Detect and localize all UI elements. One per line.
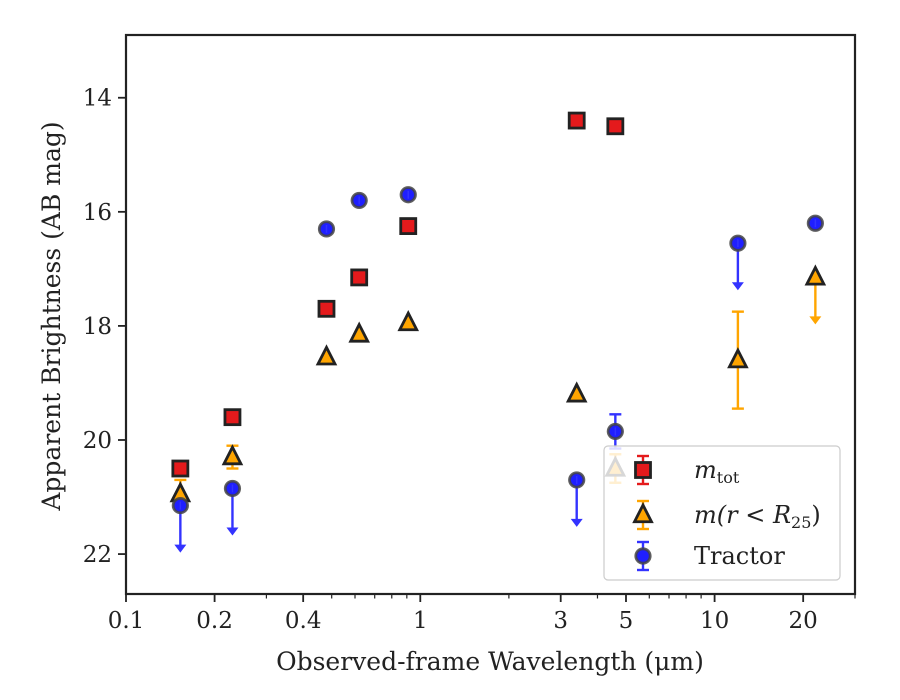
triangle-marker (804, 264, 827, 286)
legend-label-subscript: 25 (791, 513, 811, 532)
y-tick-label: 20 (83, 428, 112, 454)
x-tick-label: 3 (553, 608, 568, 634)
x-tick-label: 0.2 (196, 608, 233, 634)
legend-circle-marker (634, 547, 652, 565)
triangle-marker (727, 347, 749, 369)
legend-label-subscript: tot (717, 468, 740, 487)
legend-label-triangle: m(r < R25) (694, 501, 821, 532)
x-tick-label: 0.1 (108, 608, 145, 634)
legend-label-end: ) (811, 501, 820, 529)
square-marker (350, 268, 369, 287)
plot-area (124, 33, 857, 596)
square-marker (317, 299, 336, 318)
series-square (171, 111, 625, 478)
series-circle (171, 186, 824, 553)
y-axis-label: Apparent Brightness (AB mag) (37, 121, 66, 511)
legend-triangle-marker (632, 502, 654, 524)
x-tick-label: 10 (700, 608, 729, 634)
x-tick-label: 0.4 (285, 608, 322, 634)
plot-frame (124, 33, 857, 596)
y-tick-label: 18 (83, 314, 112, 340)
square-marker (567, 111, 586, 130)
y-tick-label: 16 (83, 200, 112, 226)
legend-label-square: mtot (694, 456, 740, 487)
legend-label-main: m (694, 456, 717, 484)
upper-limit-head (226, 527, 239, 536)
y-tick-label: 14 (83, 86, 112, 112)
legend-label-main: m(r < R (694, 501, 791, 529)
square-marker (223, 408, 242, 427)
upper-limit-head (731, 282, 744, 291)
triangle-marker (315, 344, 338, 366)
square-marker (171, 459, 190, 478)
legend-square-marker (634, 461, 652, 479)
triangle-marker (348, 321, 370, 343)
triangle-marker (565, 381, 588, 403)
triangle-marker (397, 310, 420, 332)
y-tick-label: 22 (83, 542, 112, 568)
upper-limit-head (570, 518, 583, 527)
square-marker (399, 217, 418, 235)
data-marks (169, 111, 827, 553)
triangle-marker (221, 444, 244, 466)
upper-limit-head (809, 316, 822, 325)
upper-limit-head (174, 544, 187, 553)
x-tick-label: 20 (789, 608, 818, 634)
x-tick-label: 1 (413, 608, 428, 634)
x-tick-label: 5 (619, 608, 634, 634)
legend-label-circle: Tractor (694, 542, 785, 570)
square-marker (606, 117, 625, 136)
legend: mtot m(r < R25) Tractor (603, 445, 841, 581)
legend-box (603, 445, 841, 581)
axis-ticks: 0.1 0.2 0.4 1 3 5 10 20 14 16 18 20 22 (83, 86, 856, 634)
x-axis-label: Observed-frame Wavelength (μm) (276, 647, 704, 676)
